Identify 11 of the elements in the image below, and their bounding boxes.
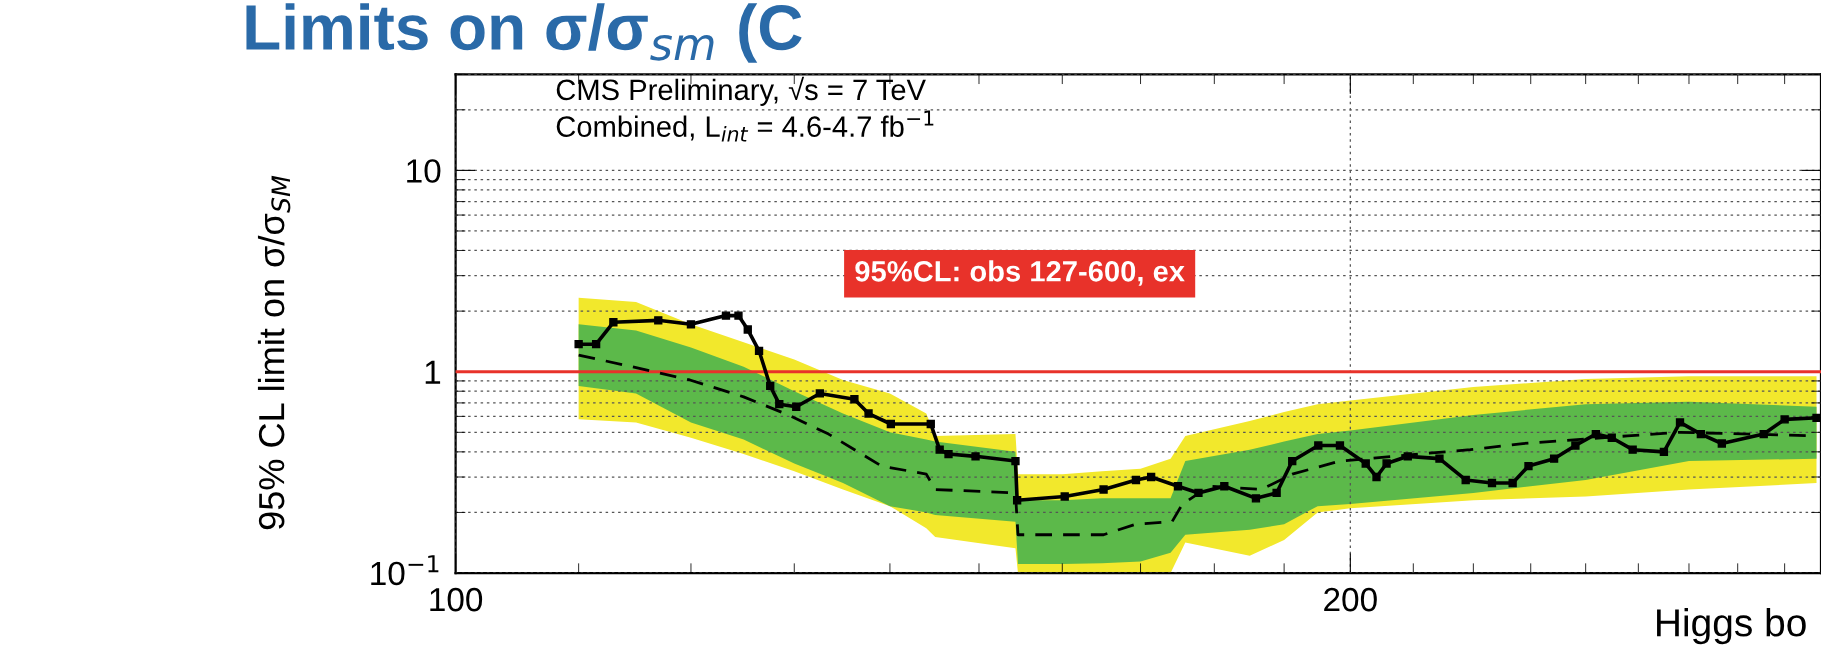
y-tick-label: 10: [407, 159, 441, 183]
y-axis-title: 95% CL limit on σ/σ$_{SM}$: [257, 175, 291, 530]
annotation: CMS Preliminary, √s = 7 TeV: [556, 76, 926, 106]
chart-title: Limits on σ/σ$_{sm}$ (C: [246, 3, 802, 63]
y-tick-label: 1: [425, 360, 441, 384]
y-tick-label: 10$^{−1}$: [371, 555, 439, 586]
x-tick-label: 100: [430, 587, 483, 612]
annotation: Combined, L$_{int}$ = 4.6-4.7 fb$^{−1}$: [556, 110, 934, 142]
x-tick-label: 200: [1324, 587, 1377, 612]
annotation: 95%CL: obs 127-600, ex: [855, 260, 1185, 286]
x-axis-title: Higgs bo: [1657, 607, 1806, 645]
